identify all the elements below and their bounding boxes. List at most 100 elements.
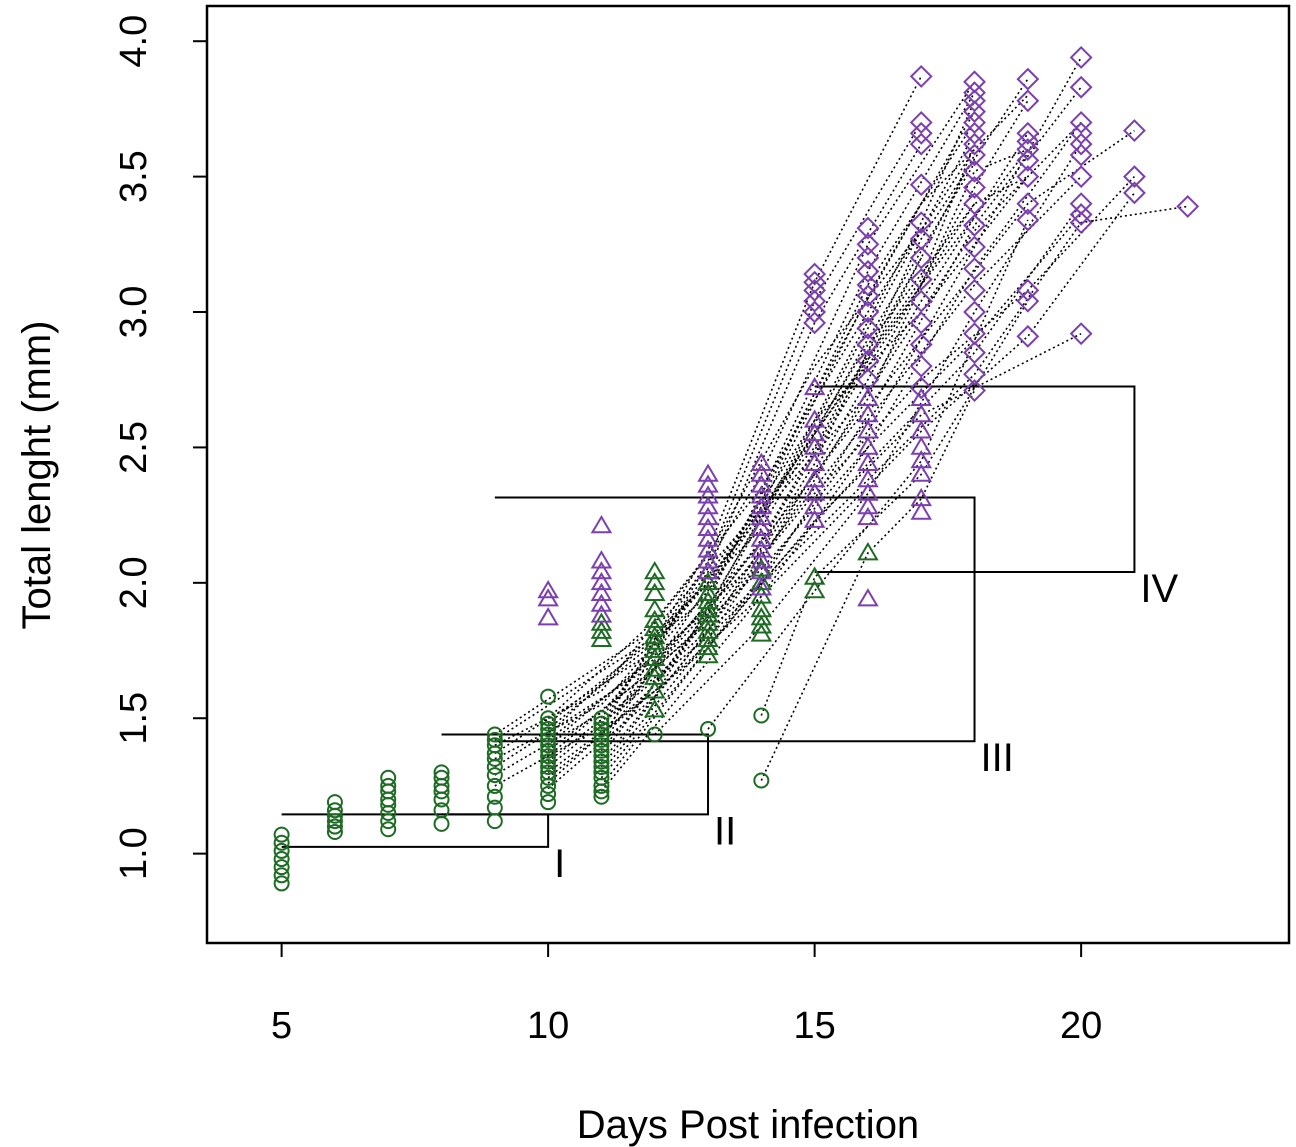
trajectory-line-39 [547,148,1029,784]
point-triangle-green-36 [803,579,826,599]
point-triangle-purple-4 [590,593,613,612]
point-triangle-green-26 [697,571,719,591]
trajectory-line-27 [600,78,1029,763]
point-triangle-purple-44 [857,482,879,501]
point-diamond-purple-31 [963,379,986,402]
point-circle-green-71 [700,721,717,738]
point-diamond-purple-5 [803,262,827,286]
point-triangle-purple-14 [697,517,719,536]
trajectory-line-23 [600,81,976,741]
point-triangle-purple-20 [750,577,773,596]
trajectory-line-35 [760,300,1029,716]
point-triangle-purple-38 [803,422,826,442]
point-diamond-purple-37 [963,257,986,281]
point-circle-green-68 [593,715,610,732]
point-diamond-purple-1 [803,300,827,324]
point-circle-green-48 [540,737,557,754]
point-triangle-purple-57 [910,403,932,423]
point-circle-green-13 [380,821,397,838]
point-triangle-purple-58 [910,387,932,406]
trajectory-line-2 [494,162,976,741]
point-triangle-purple-15 [697,506,719,526]
point-circle-green-61 [593,753,610,770]
point-triangle-green-15 [643,571,666,591]
trajectory-line-36 [760,390,976,781]
point-circle-green-39 [540,794,557,811]
point-triangle-purple-6 [590,571,613,591]
point-triangle-purple-55 [910,436,932,455]
point-circle-green-29 [486,799,503,816]
point-diamond-purple-75 [1123,165,1146,189]
point-diamond-purple-46 [963,111,986,134]
point-diamond-purple-9 [856,316,880,340]
point-diamond-purple-36 [963,278,986,302]
point-diamond-purple-30 [909,64,933,88]
point-triangle-purple-0 [537,607,559,626]
point-triangle-purple-52 [910,487,932,507]
point-diamond-purple-18 [909,354,933,378]
data-points [273,46,1200,892]
point-triangle-purple-56 [910,420,932,439]
trajectory-lines [494,57,1188,792]
point-triangle-purple-33 [803,496,826,515]
point-triangle-purple-23 [750,539,773,558]
point-triangle-purple-27 [750,496,773,515]
stage-box-3 [494,496,976,743]
trajectory-line-5 [494,176,1029,760]
point-diamond-purple-16 [856,216,880,240]
stage-label-1: I [554,842,565,886]
point-circle-green-58 [593,769,610,786]
point-diamond-purple-43 [963,143,986,167]
point-triangle-purple-39 [803,409,826,428]
point-diamond-purple-11 [856,284,880,308]
point-diamond-purple-24 [909,227,933,251]
point-diamond-purple-12 [856,273,880,297]
point-circle-green-59 [593,764,610,781]
point-triangle-purple-12 [697,539,719,558]
point-triangle-green-14 [643,582,666,601]
point-diamond-purple-66 [1069,192,1093,216]
point-circle-green-28 [486,813,503,830]
point-triangle-purple-17 [697,485,719,504]
point-circle-green-69 [593,710,610,727]
trajectory-line-4 [494,121,976,755]
point-circle-green-51 [540,721,557,738]
point-triangle-green-25 [697,582,719,601]
point-triangle-purple-42 [857,506,879,526]
point-circle-green-62 [593,748,610,765]
point-diamond-purple-33 [963,341,986,365]
point-diamond-purple-39 [963,213,986,237]
point-triangle-purple-51 [910,501,932,520]
point-triangle-purple-13 [697,528,719,547]
point-circle-green-43 [540,764,557,781]
x-tick-label-10: 10 [527,1005,569,1047]
point-triangle-green-16 [643,561,666,580]
y-tick-label-4.0: 4.0 [113,15,155,68]
point-circle-green-72 [753,772,770,789]
trajectory-line-17 [547,192,1136,774]
point-diamond-purple-28 [909,121,933,145]
point-triangle-purple-25 [750,517,773,536]
point-circle-green-44 [540,758,557,775]
point-diamond-purple-23 [909,246,933,270]
point-triangle-purple-29 [750,474,773,493]
y-tick-label-2.0: 2.0 [113,556,155,609]
x-axis-title: Days Post infection [577,1103,919,1147]
point-triangle-purple-54 [910,449,932,469]
point-triangle-purple-24 [750,528,773,547]
point-triangle-purple-37 [803,436,826,455]
point-circle-green-55 [593,788,610,805]
trajectory-line-33 [654,143,1082,736]
point-diamond-purple-27 [909,132,933,156]
x-tick-label-20: 20 [1060,1005,1102,1047]
point-circle-green-22 [433,802,450,819]
point-diamond-purple-53 [1016,278,1040,302]
point-diamond-purple-51 [1016,324,1040,348]
point-diamond-purple-3 [803,278,827,302]
point-triangle-purple-11 [697,550,719,569]
point-triangle-green-6 [643,658,666,677]
point-diamond-purple-17 [909,376,933,400]
point-diamond-purple-19 [909,333,933,356]
y-tick-label-3.0: 3.0 [113,286,155,339]
